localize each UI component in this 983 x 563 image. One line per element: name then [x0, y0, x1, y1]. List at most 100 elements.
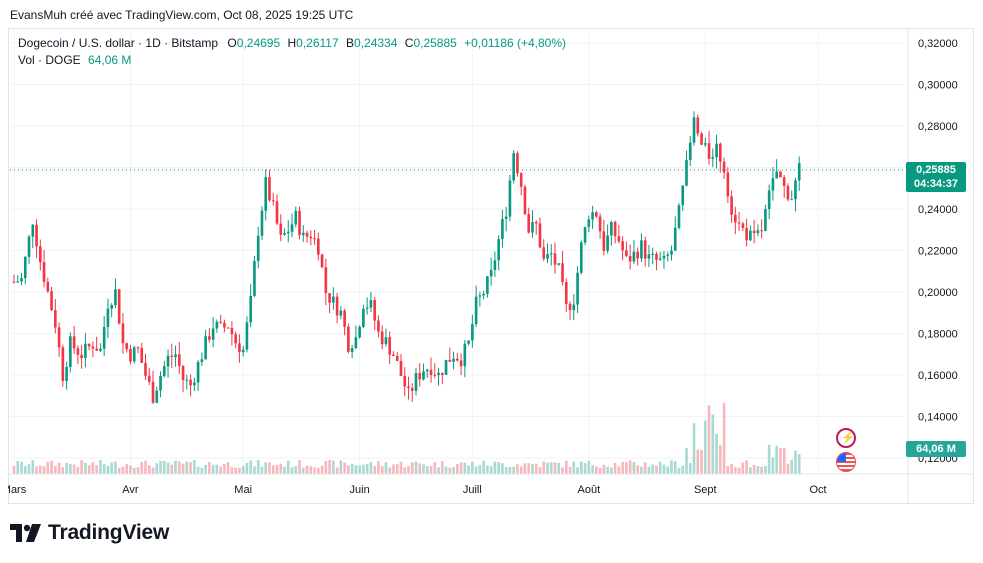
us-flag-event-icon[interactable]	[836, 452, 856, 472]
candle-body	[579, 242, 583, 273]
volume-bar	[440, 461, 444, 474]
volume-bar	[782, 447, 786, 474]
candle-body	[519, 173, 523, 187]
candle-body	[572, 304, 576, 311]
candle-body	[354, 337, 358, 349]
symbol-label[interactable]: Dogecoin / U.S. dollar · 1D · Bitstamp	[18, 36, 219, 50]
volume-bar	[193, 460, 196, 474]
close-label: C	[404, 36, 414, 50]
candle-body	[452, 358, 455, 362]
volume-bar	[144, 460, 147, 474]
volume-bar	[80, 460, 83, 474]
volume-bar	[486, 465, 489, 474]
volume-bar	[50, 460, 53, 474]
volume-bar	[373, 465, 376, 474]
volume-bar	[756, 466, 760, 474]
volume-bar	[27, 464, 31, 474]
volume-bar	[219, 466, 222, 474]
volume-bar	[478, 465, 482, 474]
candle-body	[583, 226, 587, 243]
volume-bar	[467, 465, 470, 474]
open-value: 0,24695	[236, 36, 281, 50]
candle-body	[253, 261, 256, 296]
candle-body	[69, 336, 72, 367]
volume-bar	[579, 461, 583, 474]
candle-body	[549, 253, 553, 255]
volume-bar	[377, 461, 380, 474]
volume-bar	[392, 464, 395, 474]
volume-bar	[696, 449, 700, 474]
volume-bar	[328, 460, 331, 474]
volume-bar	[268, 462, 271, 474]
volume-bar	[87, 465, 91, 474]
candle-body	[463, 343, 467, 367]
last-price-tag: 0,25885 04:34:37	[906, 162, 966, 192]
volume-bar	[745, 460, 748, 474]
candle-body	[741, 223, 745, 228]
x-tick-label: Avr	[122, 484, 139, 496]
volume-bar	[625, 462, 628, 474]
candle-body	[279, 223, 283, 235]
candle-body	[764, 208, 767, 231]
candle-body	[595, 212, 598, 217]
candle-body	[125, 343, 129, 350]
tradingview-logo[interactable]: TradingView	[10, 520, 169, 546]
candle-body	[35, 224, 38, 247]
volume-bar	[339, 460, 343, 474]
lightning-event-icon[interactable]	[836, 428, 856, 448]
candle-body	[196, 361, 200, 383]
candle-body	[414, 373, 418, 391]
volume-bar	[471, 461, 474, 474]
volume-bar	[380, 466, 384, 474]
candle-body	[12, 281, 16, 283]
candle-body	[129, 349, 132, 362]
candle-body	[395, 355, 399, 361]
candle-body	[531, 222, 534, 233]
candle-body	[606, 235, 609, 251]
candle-body	[117, 289, 121, 324]
volume-bar	[245, 462, 249, 474]
candle-body	[440, 372, 444, 375]
candle-body	[136, 347, 140, 349]
candle-body	[410, 388, 414, 391]
volume-label[interactable]: Vol · DOGE	[18, 53, 81, 67]
volume-bar	[65, 462, 68, 474]
volume-bar	[403, 467, 407, 474]
volume-bar	[99, 460, 102, 474]
candle-body	[662, 255, 666, 259]
y-tick-label: 0,18000	[918, 329, 958, 341]
x-tick-label: Oct	[809, 484, 826, 496]
candle-body	[444, 359, 448, 375]
volume-bar	[249, 460, 253, 474]
volume-bar	[117, 467, 121, 474]
candle-body	[241, 349, 245, 353]
candle-body	[508, 180, 512, 217]
volume-bar	[666, 466, 670, 474]
y-tick-label: 0,20000	[918, 287, 958, 299]
price-chart[interactable]: 0,320000,300000,280000,260000,240000,220…	[8, 28, 974, 504]
volume-bar	[286, 460, 290, 474]
candle-body	[685, 160, 688, 186]
volume-bar	[305, 465, 309, 474]
volume-bar	[343, 462, 346, 474]
candle-body	[564, 282, 568, 304]
candles	[12, 111, 801, 404]
volume-bar	[459, 462, 463, 474]
low-label: B	[346, 36, 355, 50]
volume-bar	[95, 465, 98, 474]
volume-bar	[516, 464, 519, 474]
candle-body	[298, 210, 301, 236]
volume-bar	[681, 465, 685, 474]
volume-bar	[57, 462, 61, 474]
candle-body	[271, 200, 275, 202]
volume-bar	[602, 464, 606, 474]
candle-body	[538, 223, 542, 248]
volume-bar	[290, 467, 294, 474]
candle-body	[598, 216, 602, 232]
volume-bar	[576, 467, 579, 474]
candle-body	[456, 358, 459, 361]
candle-body	[31, 224, 35, 237]
candle-body	[84, 343, 87, 359]
volume-bar	[655, 465, 658, 474]
volume-bar	[54, 466, 57, 474]
